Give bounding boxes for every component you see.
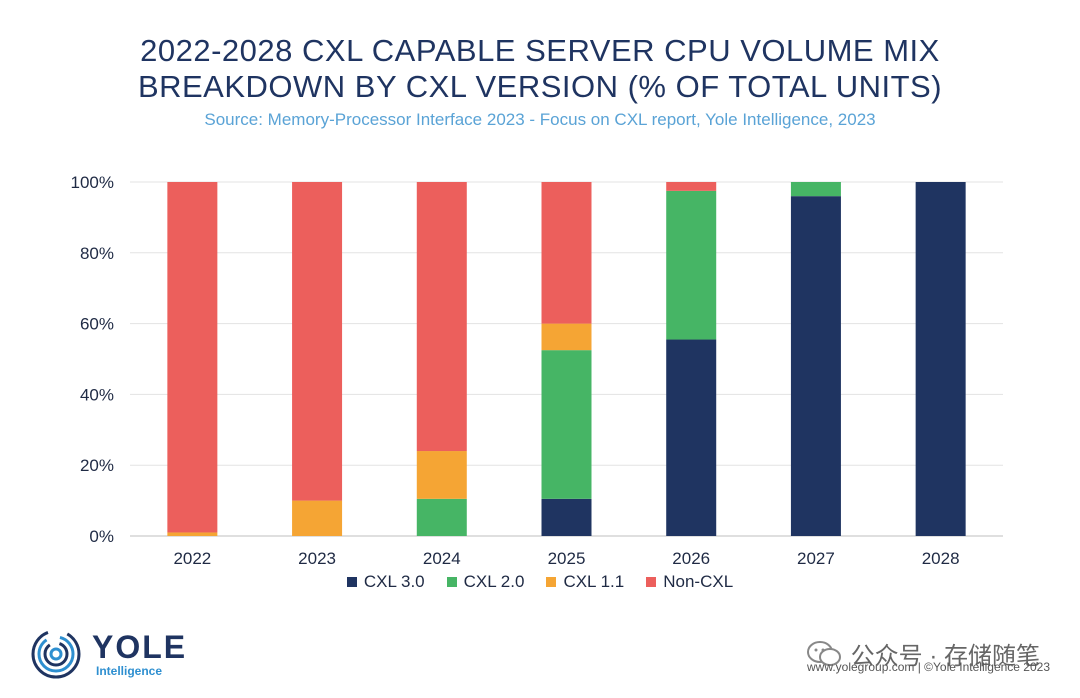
bar-segment-cxl-2-0 [666,190,717,340]
y-tick-label: 60% [80,315,114,334]
bar-segment-cxl-2-0 [416,498,467,536]
legend-label: CXL 3.0 [363,572,425,591]
legend-item-cxl-3: CXL 3.0 [346,572,425,592]
yole-logo-icon [31,629,81,679]
legend-swatch [546,577,557,587]
bar-segment-cxl-3-0 [790,196,841,536]
bar-segment-non-cxl [541,182,592,324]
legend-item-cxl-1-1: CXL 1.1 [546,572,624,592]
bar-segment-cxl-3-0 [915,182,966,536]
legend-item-non-cxl: Non-CXL [646,572,733,592]
y-tick-label: 0% [89,527,114,546]
chart-source: Source: Memory-Processor Interface 2023 … [204,110,876,129]
y-tick-label: 80% [80,244,114,263]
bar-segment-cxl-3-0 [666,339,717,536]
y-tick-label: 100% [71,173,114,192]
bar-segment-cxl-1-1 [292,500,343,536]
chart-title-line-1: 2022-2028 CXL CAPABLE SERVER CPU VOLUME … [140,33,940,68]
x-tick-label: 2028 [922,549,960,568]
stacked-bar-chart: 0% 20% 40% 60% 80% 100% 2022 2023 2024 2025 2026 20… [71,173,1003,568]
bar-segment-cxl-1-1 [167,532,218,536]
yole-logo: YOLE Intelligence [30,628,187,680]
watermark-text: 公众号 · 存储随笔 [850,643,1040,670]
x-tick-label: 2022 [173,549,211,568]
x-tick-label: 2026 [672,549,710,568]
bar-segment-cxl-1-1 [541,323,592,351]
bar-segment-cxl-2-0 [541,350,592,499]
logo-name: YOLE [92,629,188,665]
x-tick-label: 2027 [797,549,835,568]
x-tick-label: 2025 [548,549,586,568]
chart-legend: CXL 3.0 CXL 2.0 CXL 1.1 Non-CXL [0,572,1080,592]
bar-segment-non-cxl [666,182,717,191]
bar-segment-cxl-2-0 [790,182,841,197]
bar-segment-non-cxl [292,182,343,501]
bar-segment-cxl-1-1 [416,451,467,499]
x-tick-label: 2024 [423,549,461,568]
chart-title-line-2: BREAKDOWN BY CXL VERSION (% OF TOTAL UNI… [137,69,943,104]
wechat-icon [806,640,841,666]
bar-segment-non-cxl [416,182,467,452]
legend-swatch [346,577,357,587]
legend-label: CXL 2.0 [463,572,525,591]
bar-segment-non-cxl [167,182,218,533]
footer-copyright: www.yolegroup.com | ©Yole Intelligence 2… [807,660,1050,674]
legend-label: CXL 1.1 [563,572,625,591]
y-tick-label: 20% [80,456,114,475]
logo-subtitle: Intelligence [96,664,163,678]
x-tick-label: 2023 [298,549,336,568]
wechat-watermark: 公众号 · 存储随笔 [806,636,1040,671]
bar-segment-cxl-3-0 [541,498,592,536]
y-tick-label: 40% [80,385,114,404]
legend-label: Non-CXL [663,572,734,591]
legend-item-cxl-2: CXL 2.0 [446,572,525,592]
legend-swatch [646,577,657,587]
legend-swatch [446,577,457,587]
